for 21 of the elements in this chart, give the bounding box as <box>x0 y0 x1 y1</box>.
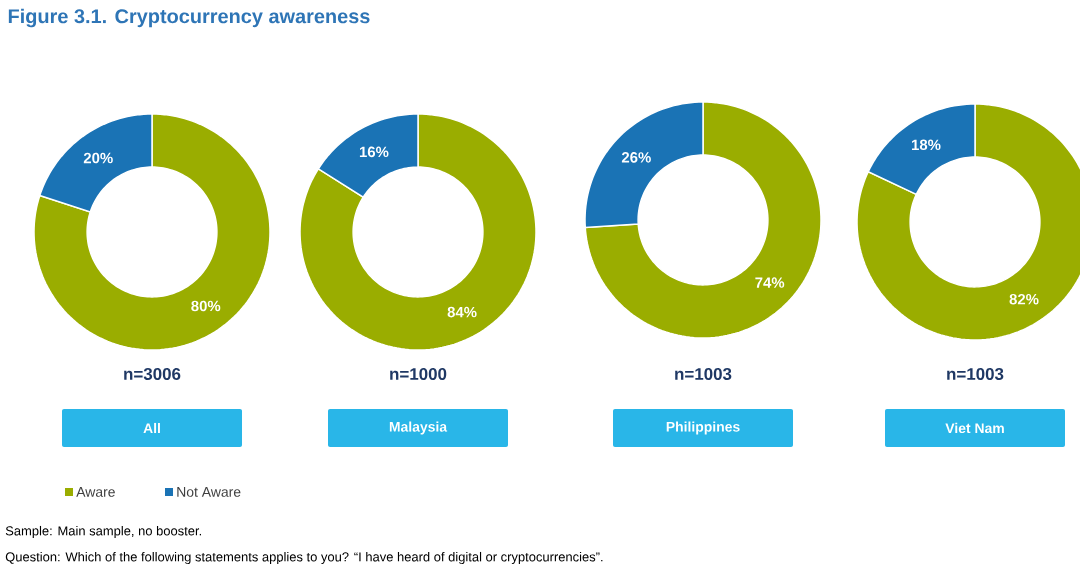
text: Malaysia <box>389 421 448 435</box>
text: Question: Which of the following statements applies to you? “I have heard of digital or cryptocurrencies”. <box>5 551 603 565</box>
text: All <box>143 422 160 434</box>
data-label: 16% <box>359 146 389 158</box>
caption: Figure 3.1. Cryptocurrency awareness <box>8 8 370 28</box>
text: Viet Nam <box>945 422 1004 434</box>
data-label: 82% <box>1009 293 1039 305</box>
legend-label: Not Aware <box>177 487 241 497</box>
text: n=1003 <box>947 367 1004 380</box>
data-label: 80% <box>191 300 221 312</box>
text: n=1003 <box>675 367 732 380</box>
text: Philippines <box>666 421 740 435</box>
data-label: 26% <box>621 152 651 163</box>
data-label: 84% <box>447 306 477 318</box>
data-label: 18% <box>911 139 941 151</box>
text: n=3006 <box>124 367 181 380</box>
text: Sample: Main sample, no booster. <box>5 525 202 539</box>
data-label: 20% <box>83 152 113 164</box>
data-label: 74% <box>755 277 785 288</box>
legend-label: Aware <box>76 487 115 497</box>
text: n=1000 <box>390 367 447 380</box>
